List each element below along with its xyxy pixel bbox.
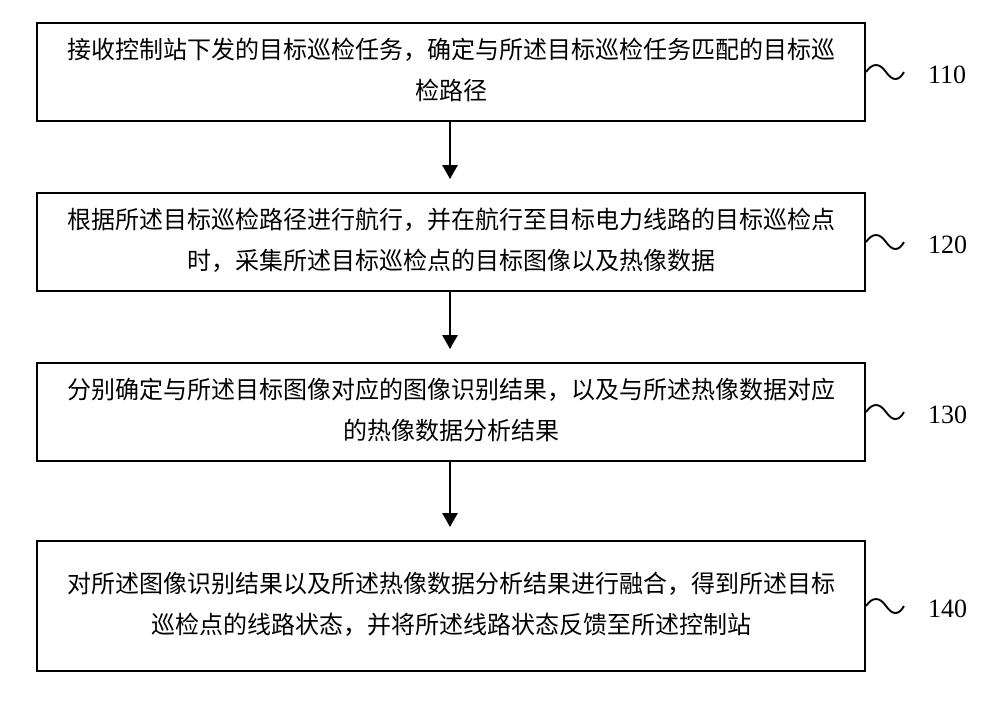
step-box-110: 接收控制站下发的目标巡检任务，确定与所述目标巡检任务匹配的目标巡检路径 xyxy=(36,22,866,122)
step-box-140: 对所述图像识别结果以及所述热像数据分析结果进行融合，得到所述目标巡检点的线路状态… xyxy=(36,540,866,672)
step-label-140: 140 xyxy=(928,594,967,624)
arrow-130-140 xyxy=(449,462,451,526)
flowchart-canvas: 接收控制站下发的目标巡检任务，确定与所述目标巡检任务匹配的目标巡检路径 110 … xyxy=(0,0,1000,714)
connector-110 xyxy=(866,56,926,88)
step-label-120: 120 xyxy=(928,230,967,260)
step-box-130: 分别确定与所述目标图像对应的图像识别结果，以及与所述热像数据对应的热像数据分析结… xyxy=(36,362,866,462)
step-text: 根据所述目标巡检路径进行航行，并在航行至目标电力线路的目标巡检点时，采集所述目标… xyxy=(62,201,840,283)
connector-130 xyxy=(866,396,926,428)
step-text: 接收控制站下发的目标巡检任务，确定与所述目标巡检任务匹配的目标巡检路径 xyxy=(62,31,840,113)
step-box-120: 根据所述目标巡检路径进行航行，并在航行至目标电力线路的目标巡检点时，采集所述目标… xyxy=(36,192,866,292)
connector-140 xyxy=(866,590,926,622)
step-label-110: 110 xyxy=(928,60,966,90)
step-text: 对所述图像识别结果以及所述热像数据分析结果进行融合，得到所述目标巡检点的线路状态… xyxy=(62,565,840,647)
step-text: 分别确定与所述目标图像对应的图像识别结果，以及与所述热像数据对应的热像数据分析结… xyxy=(62,371,840,453)
connector-120 xyxy=(866,226,926,258)
arrow-110-120 xyxy=(449,122,451,178)
step-label-130: 130 xyxy=(928,400,967,430)
arrow-120-130 xyxy=(449,292,451,348)
